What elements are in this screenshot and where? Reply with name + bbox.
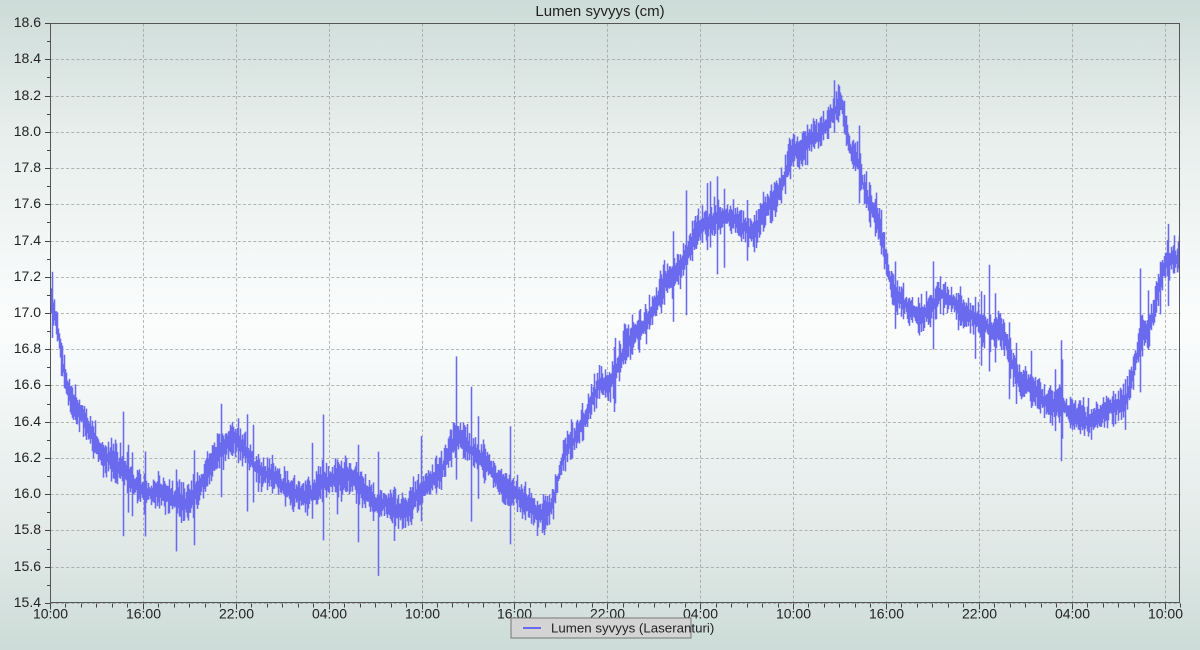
svg-text:16.2: 16.2 xyxy=(14,449,41,465)
svg-text:16.6: 16.6 xyxy=(14,376,41,392)
svg-text:17.6: 17.6 xyxy=(14,195,41,211)
svg-text:10:00: 10:00 xyxy=(1148,606,1183,622)
svg-text:17.8: 17.8 xyxy=(14,159,41,175)
svg-text:16:00: 16:00 xyxy=(869,606,904,622)
svg-text:16.4: 16.4 xyxy=(14,413,41,429)
svg-text:17.2: 17.2 xyxy=(14,268,41,284)
svg-text:17.0: 17.0 xyxy=(14,304,41,320)
svg-text:Lumen syvyys (Laseranturi): Lumen syvyys (Laseranturi) xyxy=(551,621,714,636)
svg-text:18.4: 18.4 xyxy=(14,50,41,66)
svg-text:10:00: 10:00 xyxy=(405,606,440,622)
svg-text:18.0: 18.0 xyxy=(14,123,41,139)
svg-text:22:00: 22:00 xyxy=(962,606,997,622)
svg-text:04:00: 04:00 xyxy=(1055,606,1090,622)
svg-text:22:00: 22:00 xyxy=(219,606,254,622)
svg-text:18.2: 18.2 xyxy=(14,87,41,103)
svg-text:16.8: 16.8 xyxy=(14,340,41,356)
svg-text:15.8: 15.8 xyxy=(14,521,41,537)
svg-text:17.4: 17.4 xyxy=(14,232,41,248)
svg-text:10:00: 10:00 xyxy=(776,606,811,622)
svg-text:15.6: 15.6 xyxy=(14,558,41,574)
svg-text:18.6: 18.6 xyxy=(14,14,41,30)
svg-text:Lumen syvyys (cm): Lumen syvyys (cm) xyxy=(535,3,664,20)
svg-text:04:00: 04:00 xyxy=(312,606,347,622)
svg-text:16:00: 16:00 xyxy=(126,606,161,622)
svg-text:16.0: 16.0 xyxy=(14,485,41,501)
svg-text:10:00: 10:00 xyxy=(33,606,68,622)
